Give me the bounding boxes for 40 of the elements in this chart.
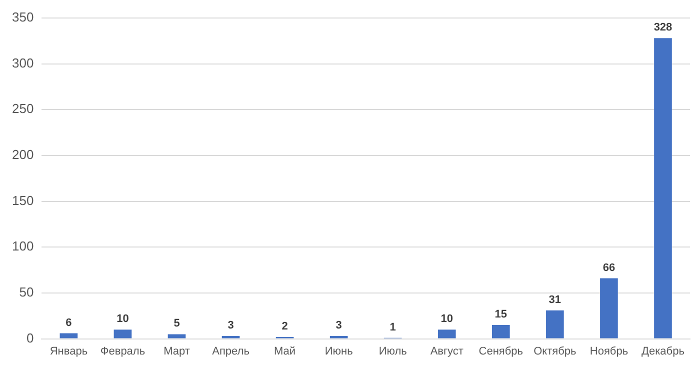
- data-label: 3: [336, 320, 342, 332]
- y-tick-label: 150: [12, 192, 34, 208]
- data-label: 328: [654, 22, 672, 34]
- data-label: 15: [494, 308, 508, 321]
- bar: [600, 278, 618, 338]
- y-tick-label: 300: [12, 55, 34, 70]
- data-label: 66: [602, 262, 616, 274]
- data-label: 6: [66, 316, 72, 329]
- x-tick-label: Октябрь: [534, 345, 577, 358]
- y-tick-label: 0: [26, 330, 34, 346]
- x-tick-label: Август: [430, 345, 464, 358]
- data-label: 2: [282, 320, 288, 332]
- x-tick-label: Март: [164, 345, 190, 358]
- bar: [168, 334, 186, 338]
- bar: [438, 330, 456, 338]
- x-tick-label: Февраль: [100, 345, 146, 358]
- x-tick-label: Июнь: [324, 345, 354, 358]
- x-tick-label: Май: [274, 345, 296, 358]
- bar: [546, 310, 564, 338]
- data-label: 3: [228, 320, 234, 332]
- x-tick-label: Сенябрь: [478, 345, 524, 358]
- data-label: 31: [548, 294, 562, 306]
- x-tick-label: Ноябрь: [590, 345, 628, 358]
- bar: [114, 330, 132, 338]
- x-tick-label: Декабрь: [642, 345, 685, 358]
- y-tick-label: 100: [12, 238, 34, 254]
- data-label: 10: [116, 313, 129, 326]
- data-label: 5: [174, 318, 180, 330]
- y-tick-label: 200: [12, 147, 34, 162]
- bar: [654, 38, 672, 338]
- x-tick-label: Январь: [50, 345, 88, 358]
- bar: [60, 333, 78, 338]
- y-tick-label: 250: [12, 101, 34, 116]
- x-tick-label: Апрель: [212, 345, 250, 358]
- data-label: 10: [440, 313, 454, 326]
- y-tick-label: 50: [19, 284, 34, 300]
- bar: [492, 325, 510, 338]
- data-label: 1: [390, 321, 396, 334]
- y-tick-label: 350: [12, 10, 34, 25]
- x-tick-label: Июль: [378, 345, 408, 358]
